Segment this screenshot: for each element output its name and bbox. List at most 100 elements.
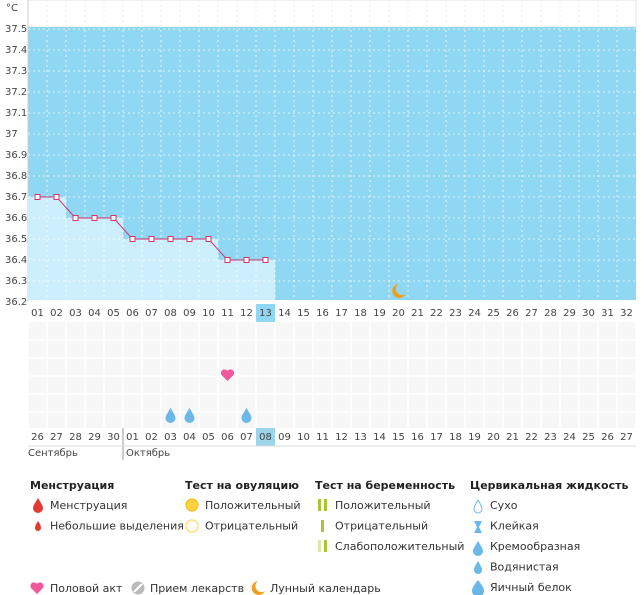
point [186,236,193,242]
area-column [237,260,256,300]
x-tick-label: 28 [544,308,557,319]
x-tick-label: 30 [582,308,595,319]
x-tick-label: 25 [487,308,500,319]
point [148,236,155,242]
area-column [142,239,161,300]
x-tick-label: 29 [563,308,576,319]
date-label: 20 [487,432,500,443]
area-column [123,239,142,300]
area-column [66,218,85,300]
y-tick-label: 37.2 [5,87,27,98]
fluid-marker [241,408,252,423]
date-label: 27 [620,432,633,443]
heart-marker [220,369,235,381]
y-tick-label: 37.4 [5,45,27,56]
point [262,257,269,263]
legend-item: Отрицательный [205,520,298,533]
point [53,194,60,200]
x-tick-label: 11 [221,308,234,319]
legend-item: Положительный [205,499,301,512]
point [167,236,174,242]
date-label: 17 [430,432,443,443]
x-tick-label: 23 [449,308,462,319]
plot-top [27,0,637,28]
month-label: Сентябрь [28,448,78,459]
x-tick-label: 03 [69,308,82,319]
point [34,194,41,200]
legend-title: Менструация [30,479,114,492]
date-label: 29 [88,432,101,443]
fluid-marker [165,408,176,423]
x-tick-label: 16 [316,308,329,319]
area-column [161,239,180,300]
y-tick-label: 36.9 [5,150,27,161]
x-tick-label: 26 [506,308,519,319]
date-label: 03 [164,432,177,443]
y-tick-label: 36.4 [5,255,27,266]
date-label: 27 [50,432,63,443]
date-label: 16 [411,432,424,443]
area-column [180,239,199,300]
x-tick-label: 14 [278,308,291,319]
point [243,257,250,263]
point [110,215,117,221]
y-tick-label: 37.5 [5,24,27,35]
x-tick-label: 02 [50,308,63,319]
date-label: 26 [601,432,614,443]
x-tick-label: 08 [164,308,177,319]
legend-icons [30,498,484,595]
x-tick-label: 05 [107,308,120,319]
legend-item: Небольшие выделения [50,520,184,533]
x-tick-label: 01 [31,308,44,319]
y-unit: °C [6,3,18,14]
area-column [28,197,47,300]
moon-marker [392,284,406,298]
legend-title: Тест на овуляцию [185,479,299,492]
point [205,236,212,242]
legend-item: Прием лекарств [150,582,244,595]
date-label: 28 [69,432,82,443]
area-column [85,218,104,300]
y-tick-label: 36.7 [5,192,27,203]
date-label: 13 [354,432,367,443]
legend-item: Водянистая [490,561,559,574]
x-tick-label: 12 [240,308,253,319]
legend-item: Слабоположительный [335,540,464,553]
legend-title: Цервикальная жидкость [470,479,628,492]
area-column [218,260,237,300]
x-tick-label: 19 [373,308,386,319]
x-tick-label: 15 [297,308,310,319]
date-label: 11 [316,432,329,443]
date-label: 22 [525,432,538,443]
x-tick-label: 31 [601,308,614,319]
legend-item: Положительный [335,499,431,512]
y-tick-label: 36.5 [5,234,27,245]
y-tick-label: 37.3 [5,66,27,77]
x-tick-label: 07 [145,308,158,319]
x-tick-label: 13 [259,308,272,319]
y-tick-label: 36.8 [5,171,27,182]
date-label: 05 [202,432,215,443]
x-tick-label: 32 [620,308,633,319]
area-column [199,239,218,300]
date-label: 15 [392,432,405,443]
point [129,236,136,242]
x-tick-label: 24 [468,308,481,319]
legend-item: Лунный календарь [270,582,381,595]
x-tick-label: 20 [392,308,405,319]
legend-item: Сухо [490,499,518,512]
date-label: 02 [145,432,158,443]
date-label: 12 [335,432,348,443]
legend-item: Половой акт [50,582,123,595]
x-tick-label: 17 [335,308,348,319]
x-tick-label: 10 [202,308,215,319]
y-tick-label: 36.3 [5,276,27,287]
point [91,215,98,221]
date-label: 23 [544,432,557,443]
highlight-date [256,428,275,446]
month-label: Октябрь [126,448,170,459]
legend-item: Отрицательный [335,520,428,533]
x-tick-label: 06 [126,308,139,319]
date-label: 06 [221,432,234,443]
area-column [47,197,66,300]
